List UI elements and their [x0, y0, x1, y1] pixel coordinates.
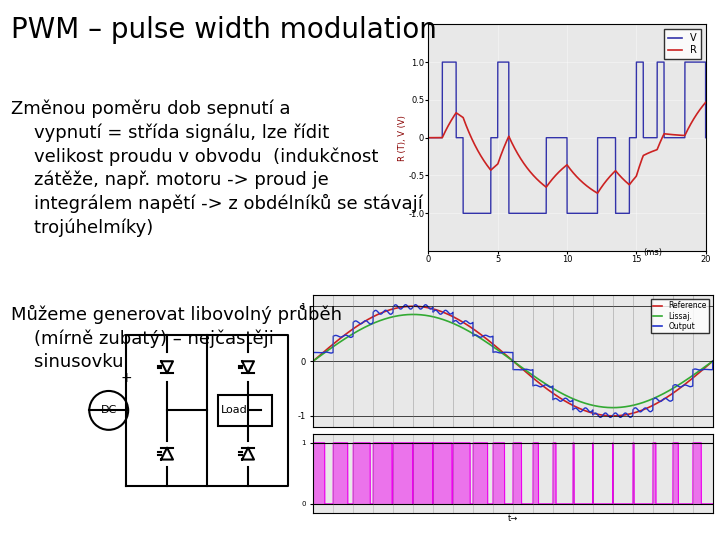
R: [593, 190, 602, 197]
Lissaj.: [708, 358, 717, 365]
Line: R: R: [428, 103, 706, 193]
Y-axis label: R (T), V (V): R (T), V (V): [397, 115, 407, 160]
Output: [708, 358, 717, 365]
Reference: [569, 402, 577, 409]
R: [493, 161, 502, 168]
Text: (ms): (ms): [643, 248, 662, 257]
R: [701, 99, 710, 106]
Output: [549, 383, 557, 389]
Lissaj.: [462, 326, 470, 333]
Bar: [218, 395, 272, 426]
R: [623, 179, 631, 186]
Line: V: V: [428, 62, 706, 213]
R: [555, 168, 564, 174]
V: [493, 134, 502, 141]
Output: [462, 318, 470, 324]
Output: [411, 301, 420, 308]
X-axis label: t→: t→: [508, 515, 518, 523]
V: [555, 134, 564, 141]
Circle shape: [89, 391, 128, 430]
Output: [606, 414, 615, 421]
Line: Output: Output: [313, 305, 713, 417]
Output: [569, 407, 577, 413]
Output: [638, 408, 647, 414]
Lissaj.: [382, 315, 390, 322]
Lissaj.: [309, 358, 318, 365]
V: [424, 134, 433, 141]
Line: Lissaj.: Lissaj.: [313, 314, 713, 408]
R: [602, 178, 611, 184]
Reference: [638, 407, 647, 414]
Lissaj.: [638, 400, 647, 406]
Reference: [549, 390, 557, 396]
V: [623, 210, 631, 217]
Reference: [382, 308, 390, 314]
V: [683, 59, 692, 65]
Text: Load: Load: [220, 406, 248, 415]
Text: DC: DC: [101, 406, 117, 415]
Lissaj.: [607, 404, 616, 411]
R: [592, 189, 600, 195]
Lissaj.: [549, 385, 557, 392]
Output: [309, 349, 318, 356]
Lissaj.: [608, 404, 617, 411]
Reference: [409, 303, 418, 309]
Output: [607, 414, 616, 420]
Reference: [607, 413, 616, 419]
Text: Můžeme generovat libovolný průběh
    (mírně zubatý) – nejčastěji
    sinusovku: Můžeme generovat libovolný průběh (mírně…: [11, 305, 342, 370]
Reference: [309, 358, 318, 365]
V: [459, 210, 467, 217]
Legend: Reference, Lissaj., Output: Reference, Lissaj., Output: [651, 299, 709, 333]
Line: Reference: Reference: [313, 306, 713, 416]
Reference: [608, 413, 617, 419]
R: [683, 126, 692, 133]
R: [424, 134, 433, 141]
Lissaj.: [569, 396, 577, 402]
V: [438, 59, 446, 65]
Text: Změnou poměru dob sepnutí a
    vypnutí = střída signálu, lze řídit
    velikost: Změnou poměru dob sepnutí a vypnutí = st…: [11, 100, 423, 237]
V: [602, 134, 611, 141]
Text: PWM – pulse width modulation: PWM – pulse width modulation: [11, 16, 436, 44]
Text: +: +: [120, 371, 132, 385]
V: [592, 210, 600, 217]
Reference: [462, 321, 470, 327]
Reference: [708, 358, 717, 365]
Output: [382, 307, 390, 313]
Lissaj.: [409, 311, 418, 318]
V: [701, 134, 710, 141]
Legend: V, R: V, R: [664, 29, 701, 59]
